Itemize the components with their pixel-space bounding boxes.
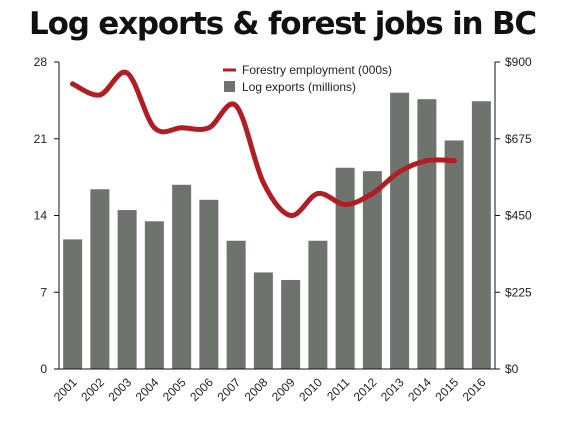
bar-2007 <box>226 240 246 369</box>
right-tick-label: $0 <box>505 362 519 376</box>
line-point-2002 <box>97 92 103 98</box>
x-tick-label: 2005 <box>160 375 189 404</box>
bar-2013 <box>390 92 410 369</box>
bar-2006 <box>199 199 219 369</box>
x-tick-label: 2007 <box>214 375 243 404</box>
line-series <box>70 69 457 218</box>
left-tick-label: 14 <box>34 209 48 223</box>
left-tick-label: 0 <box>40 362 47 376</box>
x-tick-label: 2011 <box>324 375 352 403</box>
line-point-2010 <box>315 191 321 197</box>
legend-bar-swatch <box>224 81 235 92</box>
line-point-2004 <box>151 125 157 131</box>
left-tick-label: 21 <box>34 132 48 146</box>
right-tick-label: $675 <box>505 132 532 146</box>
bar-2015 <box>444 140 464 369</box>
line-point-2009 <box>288 213 294 218</box>
right-tick-label: $900 <box>505 55 532 69</box>
bar-2004 <box>144 221 164 369</box>
left-tick-label: 7 <box>40 285 47 299</box>
bar-2005 <box>172 184 192 369</box>
line-point-2012 <box>369 191 375 197</box>
bar-2002 <box>90 189 110 369</box>
right-tick-label: $225 <box>505 285 532 299</box>
x-tick-label: 2006 <box>187 375 216 404</box>
bar-2001 <box>63 239 83 369</box>
bar-2003 <box>117 210 137 369</box>
left-tick-label: 28 <box>34 55 48 69</box>
x-tick-label: 2016 <box>460 375 489 404</box>
line-point-2007 <box>233 103 239 109</box>
x-tick-label: 2010 <box>296 375 325 404</box>
legend: Forestry employment (000s) Log exports (m… <box>223 63 392 94</box>
x-tick-label: 2014 <box>405 375 434 404</box>
bar-2008 <box>253 272 273 369</box>
x-tick-label: 2001 <box>51 375 80 404</box>
bar-2011 <box>335 167 355 369</box>
bar-2009 <box>281 279 301 369</box>
legend-label-exports: Log exports (millions) <box>242 80 356 94</box>
right-tick-label: $450 <box>505 209 532 223</box>
x-tick-label: 2015 <box>432 375 461 404</box>
x-tick-label: 2009 <box>269 375 298 404</box>
bar-series <box>63 92 491 369</box>
line-point-2013 <box>397 169 403 175</box>
line-point-2014 <box>424 158 430 164</box>
line-point-2005 <box>179 125 185 131</box>
employment-line <box>70 69 457 218</box>
bar-2010 <box>308 240 328 369</box>
legend-label-employment: Forestry employment (000s) <box>242 63 392 77</box>
x-tick-label: 2012 <box>351 375 380 404</box>
x-tick-label: 2004 <box>133 375 162 404</box>
line-point-2011 <box>342 202 348 208</box>
chart-title: Log exports & forest jobs in BC <box>29 6 537 42</box>
x-tick-label: 2013 <box>378 375 407 404</box>
bar-2016 <box>471 101 491 369</box>
x-tick-label: 2003 <box>105 375 134 404</box>
line-point-2015 <box>451 158 457 164</box>
bar-2012 <box>362 171 382 369</box>
x-tick-label: 2008 <box>242 375 271 404</box>
bar-2014 <box>417 99 437 369</box>
line-point-2003 <box>124 70 130 76</box>
line-point-2008 <box>260 180 266 186</box>
line-point-2006 <box>206 125 212 131</box>
line-point-2001 <box>70 81 76 87</box>
x-tick-label: 2002 <box>78 375 107 404</box>
